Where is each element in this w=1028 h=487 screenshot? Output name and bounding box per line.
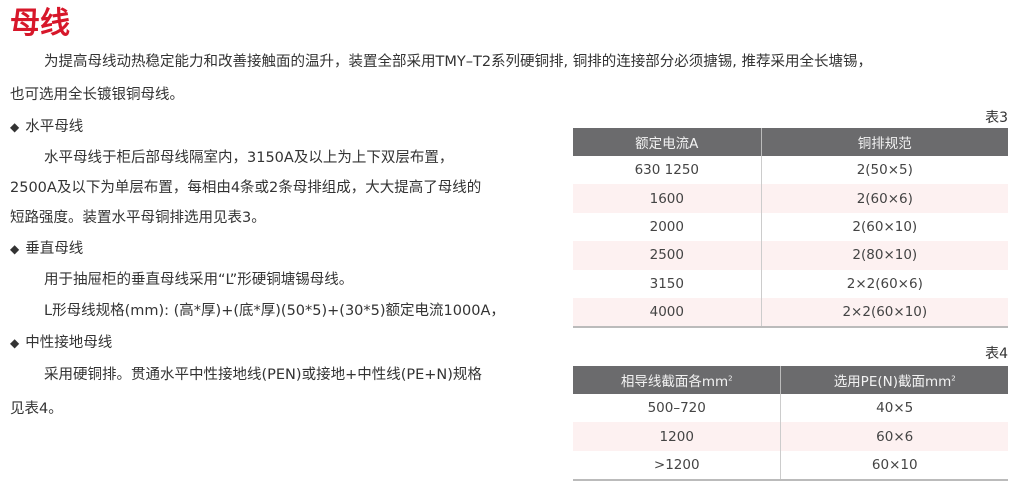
table-cell: 40×5	[876, 400, 914, 417]
table-row: 1200 60×6	[573, 422, 1008, 451]
table-cell: 2×2(60×10)	[761, 297, 1008, 329]
table-cell: 2500	[573, 241, 762, 270]
section-heading: ◆ 中性接地母线	[10, 333, 112, 353]
intro-line: 为提高母线动热稳定能力和改善接触面的温升，装置全部采用TMY–T2系列硬铜排, …	[44, 54, 872, 70]
body-line: 水平母线于柜后部母线隔室内，3150A及以上为上下双层布置，	[44, 150, 454, 166]
table-row: 2000 2(60×10)	[573, 212, 1008, 242]
table-row: 4000 2×2(60×10)	[573, 297, 1008, 329]
body-line: L形母线规格(mm): (高*厚)+(底*厚)(50*5)+(30*5)额定电流…	[44, 303, 505, 319]
table-cell: 500–720	[573, 394, 782, 423]
table3-label: 表3	[985, 110, 1008, 126]
table-cell: 2(60×10)	[852, 218, 918, 235]
superscript: 2	[951, 374, 956, 383]
table4-header: 选用PE(N)截面mm2	[780, 366, 1008, 394]
table-row: 1600 2(60×6)	[573, 184, 1008, 213]
table-cell: >1200	[573, 450, 782, 482]
intro-line: 也可选用全长镀银铜母线。	[10, 87, 184, 103]
heading-text: 垂直母线	[25, 241, 84, 257]
body-line: 采用硬铜排。贯通水平中性接地线(PEN)或接地+中性线(PE+N)规格	[44, 367, 482, 383]
table-cell: 60×6	[780, 422, 1008, 451]
heading-text: 水平母线	[25, 119, 84, 135]
body-line: 短路强度。装置水平母铜排选用见表3。	[10, 210, 266, 226]
table-cell: 3150	[573, 269, 762, 298]
table-row: 2500 2(80×10)	[573, 241, 1008, 270]
superscript: 2	[728, 374, 733, 383]
diamond-bullet-icon: ◆	[10, 120, 20, 134]
page-title: 母线	[10, 6, 70, 41]
table-cell: 2×2(60×6)	[846, 275, 923, 292]
heading-text: 中性接地母线	[25, 335, 113, 351]
table-row: 3150 2×2(60×6)	[573, 269, 1008, 298]
table3: 额定电流A 铜排规范 630 1250 2(50×5) 1600 2(60×6) 200…	[573, 128, 1008, 329]
table-row: 500–720 40×5	[573, 394, 1008, 423]
table-cell: 2000	[573, 212, 762, 242]
table4-header: 相导线截面各mm2	[573, 366, 782, 394]
table3-header: 铜排规范	[761, 128, 1008, 156]
body-line: 见表4。	[10, 401, 63, 417]
body-line: 用于抽屉柜的垂直母线采用“L”形硬铜塘锡母线。	[44, 272, 354, 288]
table-cell: 2(50×5)	[856, 162, 913, 179]
body-line: 2500A及以下为单层布置，每相由4条或2条母排组成，大大提高了母线的	[10, 180, 482, 196]
diamond-bullet-icon: ◆	[10, 242, 20, 256]
table-cell: 2(80×10)	[761, 241, 1008, 270]
table3-header: 额定电流A	[573, 128, 762, 156]
table4: 相导线截面各mm2 选用PE(N)截面mm2 500–720 40×5 1200 60…	[573, 366, 1008, 482]
table-cell: 2(60×6)	[761, 184, 1008, 213]
table-cell: 4000	[573, 297, 762, 329]
table-row: >1200 60×10	[573, 450, 1008, 482]
header-text: 选用PE(N)截面mm	[833, 374, 952, 390]
section-heading: ◆ 垂直母线	[10, 239, 83, 259]
table-cell: 1600	[573, 184, 762, 213]
header-text: 相导线截面各mm	[620, 374, 729, 390]
table-row: 630 1250 2(50×5)	[573, 156, 1008, 185]
table-cell: 630 1250	[573, 156, 762, 185]
diamond-bullet-icon: ◆	[10, 336, 20, 350]
table-cell: 1200	[573, 422, 782, 451]
section-heading: ◆ 水平母线	[10, 117, 83, 137]
table-cell: 60×10	[780, 450, 1008, 482]
table4-label: 表4	[985, 346, 1008, 362]
